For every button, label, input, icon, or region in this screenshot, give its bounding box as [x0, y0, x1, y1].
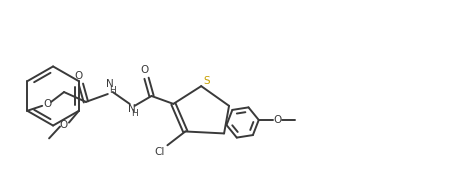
Text: O: O — [43, 99, 51, 109]
Text: O: O — [274, 115, 282, 125]
Text: N: N — [128, 104, 135, 114]
Text: O: O — [141, 65, 149, 75]
Text: O: O — [75, 71, 83, 81]
Text: H: H — [131, 109, 138, 118]
Text: N: N — [106, 79, 113, 89]
Text: O: O — [60, 120, 68, 129]
Text: Cl: Cl — [154, 147, 165, 157]
Text: S: S — [204, 76, 211, 86]
Text: H: H — [109, 86, 116, 95]
